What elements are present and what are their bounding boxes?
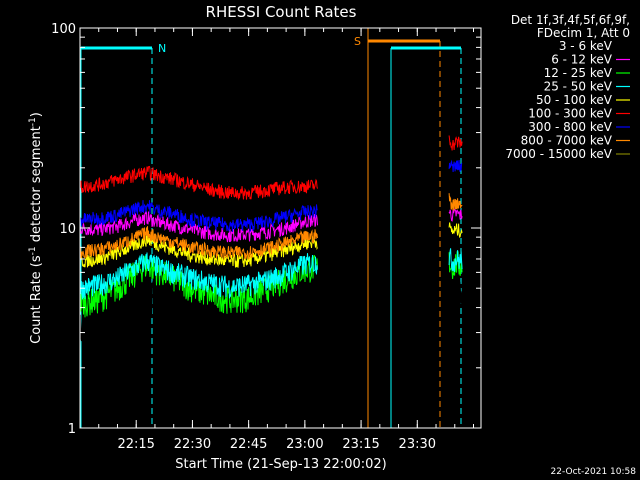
series-line-800-7000keV (448, 193, 463, 211)
y-tick-label: 1 (68, 422, 76, 437)
x-tick-label: 23:30 (399, 437, 436, 452)
legend-label: 25 - 50 keV (544, 80, 613, 94)
series-line-300-800keV (448, 159, 463, 173)
y-label-sup1: -1 (28, 246, 38, 255)
x-axis-label: Start Time (21-Sep-13 22:00:02) (175, 457, 386, 472)
series-line-100-300keV (448, 135, 463, 151)
series-line-12-25keV (79, 255, 318, 318)
legend-label: 50 - 100 keV (536, 93, 613, 107)
series-line-25-50keV (448, 248, 463, 272)
generation-timestamp: 22-Oct-2021 10:58 (551, 467, 637, 477)
series-line-800-7000keV (79, 226, 318, 260)
x-tick-label: 23:15 (342, 437, 379, 452)
series-line-300-800keV (79, 200, 318, 233)
y-tick-label: 10 (59, 222, 76, 237)
x-tick-label: 22:15 (117, 437, 154, 452)
series-layer (79, 135, 463, 352)
x-tick-label: 22:30 (174, 437, 211, 452)
series-line-6-12keV (448, 208, 463, 222)
y-label-main: Count Rate (s (29, 255, 44, 344)
legend-label: 7000 - 15000 keV (505, 147, 612, 161)
x-tick-label: 22:45 (230, 437, 267, 452)
series-line-100-300keV (79, 165, 318, 201)
legend-label: 100 - 300 keV (528, 107, 612, 121)
y-label-mid: detector segment (29, 126, 44, 246)
legend-label: 3 - 6 keV (559, 39, 613, 53)
y-tick-label: 100 (51, 22, 76, 37)
legend-header-2: FDecim 1, Att 0 (537, 26, 630, 40)
y-label-end: ) (29, 112, 44, 117)
legend-header-1: Det 1f,3f,4f,5f,6f,9f, (511, 13, 630, 27)
series-line-3-6keV (79, 274, 318, 352)
x-tick-label: 23:00 (286, 437, 323, 452)
chart-title: RHESSI Count Rates (206, 3, 357, 21)
series-line-3-6keV (448, 279, 463, 308)
y-axis-label: Count Rate (s-1 detector segment-1) (28, 112, 44, 344)
series-line-50-100keV (448, 222, 463, 238)
annotation-n: N (158, 42, 166, 55)
annotation-s: S (354, 35, 361, 48)
series-line-6-12keV (79, 210, 318, 243)
legend-label: 800 - 7000 keV (521, 134, 613, 148)
legend-label: 300 - 800 keV (528, 120, 612, 134)
legend-label: 12 - 25 keV (544, 66, 613, 80)
axis-ticks: 22:15 22:30 22:45 23:00 23:15 23:30 1 10 100 (51, 22, 481, 452)
series-line-50-100keV (79, 232, 318, 268)
y-label-sup2: -1 (28, 117, 38, 126)
legend: Det 1f,3f,4f,5f,6f,9f, FDecim 1, Att 0 3… (505, 13, 630, 161)
legend-label: 6 - 12 keV (551, 53, 613, 67)
series-line-25-50keV (79, 252, 318, 300)
